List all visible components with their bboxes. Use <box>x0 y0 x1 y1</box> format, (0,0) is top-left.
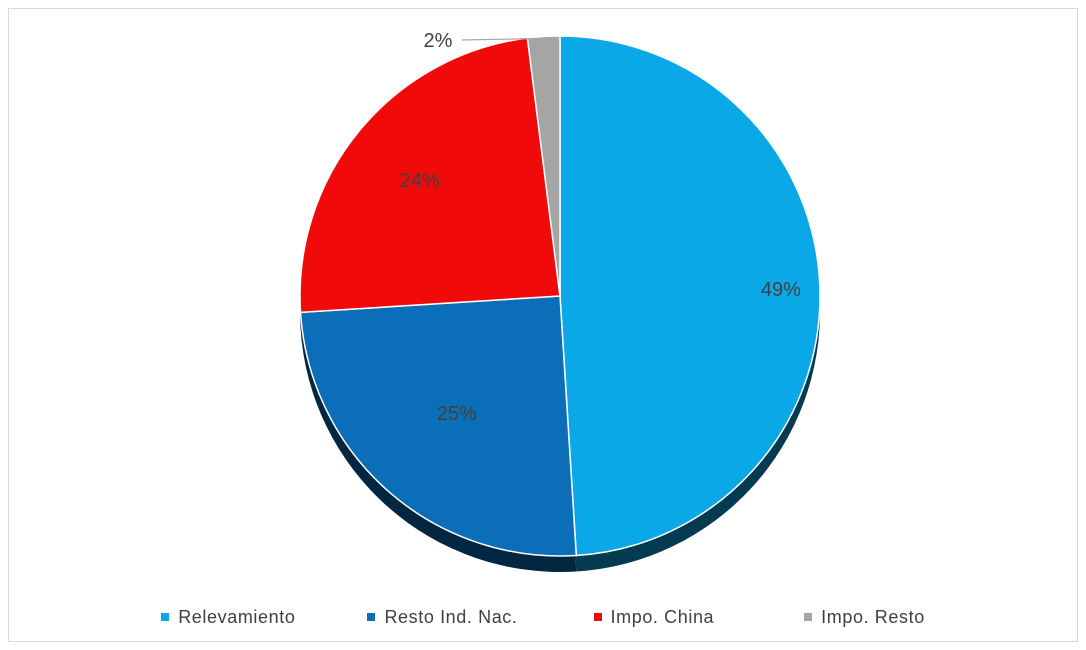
legend-swatch <box>804 613 813 621</box>
legend-swatch <box>367 613 376 621</box>
pie-labels: 49% 25% 24% 2% <box>400 30 801 425</box>
data-label-impo-china: 24% <box>400 170 440 192</box>
pie-slice-relevamiento <box>559 35 821 557</box>
legend-item-impo-resto: Impo. Resto <box>804 607 925 628</box>
pie-slice-impo-china <box>299 37 561 314</box>
data-label-resto-ind-nac: 25% <box>437 403 477 425</box>
pie-slice-resto-ind-nac <box>299 295 578 557</box>
legend-item-relevamiento: Relevamiento <box>161 607 295 628</box>
legend-item-resto-ind-nac: Resto Ind. Nac. <box>367 607 517 628</box>
legend-swatch <box>593 613 602 621</box>
legend-label: Impo. Resto <box>821 606 925 627</box>
data-label-impo-resto: 2% <box>424 30 453 52</box>
pie-slices <box>299 35 821 557</box>
data-label-relevamiento: 49% <box>761 279 801 301</box>
leader-line-impo-resto <box>461 37 544 42</box>
legend-label: Relevamiento <box>178 606 296 627</box>
legend-label: Impo. China <box>610 606 715 627</box>
legend: Relevamiento Resto Ind. Nac. Impo. China… <box>0 604 1086 630</box>
pie-slice-impo-resto <box>526 35 561 297</box>
legend-swatch <box>161 613 170 621</box>
legend-item-impo-china: Impo. China <box>593 606 715 628</box>
legend-label: Resto Ind. Nac. <box>384 606 518 627</box>
